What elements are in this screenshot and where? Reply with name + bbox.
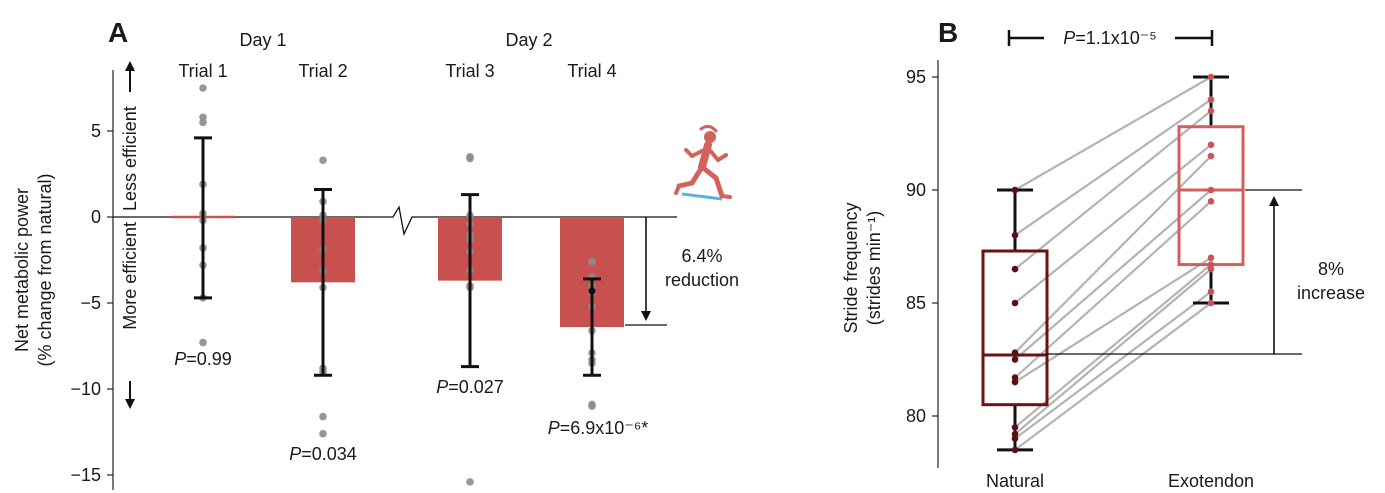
exotendon-point bbox=[1207, 186, 1215, 194]
panel-a-y-tick-label: 0 bbox=[91, 207, 101, 227]
data-point bbox=[466, 478, 474, 486]
paired-line bbox=[1014, 302, 1212, 451]
exotendon-point bbox=[1207, 152, 1215, 160]
exotendon-point bbox=[1207, 265, 1215, 273]
data-point bbox=[199, 118, 207, 127]
data-point bbox=[199, 338, 207, 347]
panel-a-y-tick-label: 5 bbox=[91, 121, 101, 141]
natural-point bbox=[1011, 231, 1019, 239]
exotendon-point bbox=[1207, 254, 1215, 262]
paired-line bbox=[1014, 98, 1212, 237]
natural-point bbox=[1011, 446, 1019, 454]
exotendon-point bbox=[1207, 141, 1215, 149]
p-value-label: P=0.99 bbox=[174, 349, 232, 369]
mean-point bbox=[588, 287, 596, 295]
runner-treadmill-band bbox=[681, 192, 723, 201]
panel-a-letter: A bbox=[108, 17, 128, 48]
panel-a-bars bbox=[171, 215, 624, 328]
natural-point bbox=[1011, 430, 1019, 438]
natural-point bbox=[1011, 424, 1019, 431]
panel-b-y-label-units: (strides min⁻¹) bbox=[864, 211, 884, 326]
paired-line bbox=[1014, 268, 1212, 435]
natural-point bbox=[1011, 186, 1019, 194]
runner-on-treadmill-icon bbox=[674, 124, 732, 201]
p-value-label: P=6.9x10⁻⁶* bbox=[548, 418, 649, 438]
panel-b: B P=1.1x10⁻⁵ 80 85 90 95 Stride frequency (… bbox=[841, 17, 1365, 491]
exotendon-point bbox=[1207, 73, 1215, 81]
panel-a-y-tick-label: −10 bbox=[70, 379, 101, 399]
p-value-label: P=0.027 bbox=[436, 377, 504, 397]
panel-b-y-tick-label: 85 bbox=[906, 293, 926, 313]
panel-a-y-ticks: 5 0 −5 −10 −15 bbox=[70, 121, 113, 485]
natural-point bbox=[1011, 374, 1019, 381]
increase-text: increase bbox=[1297, 283, 1365, 303]
panel-a-y-tick-label: −5 bbox=[80, 293, 101, 313]
panel-a-y-label-units: (% change from natural) bbox=[35, 173, 55, 366]
panel-a-y-tick-label: −15 bbox=[70, 465, 101, 485]
panel-b-y-tick-label: 95 bbox=[906, 67, 926, 87]
data-point bbox=[319, 412, 327, 421]
exotendon-point bbox=[1207, 261, 1215, 268]
natural-point bbox=[1011, 299, 1019, 307]
data-point bbox=[319, 429, 327, 438]
panel-b-y-tick-label: 90 bbox=[906, 180, 926, 200]
more-efficient-label: More efficient bbox=[120, 222, 140, 330]
data-point bbox=[466, 154, 474, 163]
reduction-text: reduction bbox=[665, 270, 739, 290]
exotendon-point bbox=[1207, 107, 1215, 115]
data-point bbox=[588, 257, 596, 266]
trial-label: Trial 1 bbox=[178, 61, 227, 81]
panel-b-y-label: Stride frequency bbox=[841, 202, 861, 333]
trial-label: Trial 4 bbox=[567, 61, 616, 81]
exotendon-point bbox=[1207, 299, 1215, 307]
condition-label: Natural bbox=[986, 471, 1044, 491]
panel-a-p-values: P=0.99 P=0.034 P=0.027 P=6.9x10⁻⁶* bbox=[174, 349, 648, 464]
less-efficient-label: Less efficient bbox=[120, 106, 140, 211]
exotendon-point bbox=[1207, 288, 1215, 296]
trial-label: Trial 2 bbox=[298, 61, 347, 81]
natural-point bbox=[1011, 378, 1019, 386]
condition-label: Exotendon bbox=[1168, 471, 1254, 491]
panel-b-letter: B bbox=[938, 17, 958, 48]
paired-line bbox=[1014, 76, 1212, 191]
panel-b-y-tick-label: 80 bbox=[906, 406, 926, 426]
panel-b-p-value: P=1.1x10⁻⁵ bbox=[1063, 28, 1157, 48]
trial-label: Trial 3 bbox=[445, 61, 494, 81]
box bbox=[981, 249, 1049, 407]
paired-line bbox=[1014, 256, 1212, 384]
paired-line bbox=[1014, 290, 1212, 440]
natural-point bbox=[1011, 265, 1019, 273]
data-point bbox=[588, 402, 596, 411]
natural-point bbox=[1011, 349, 1019, 357]
paired-line bbox=[1014, 155, 1212, 354]
data-point bbox=[199, 84, 207, 92]
panel-b-y-ticks: 80 85 90 95 bbox=[906, 67, 938, 426]
day2-label: Day 2 bbox=[505, 30, 552, 50]
panel-a-y-label: Net metabolic power bbox=[12, 188, 32, 352]
reduction-value: 6.4% bbox=[681, 246, 722, 266]
increase-value: 8% bbox=[1318, 259, 1344, 279]
panel-a-points bbox=[199, 84, 596, 486]
data-point bbox=[319, 156, 327, 165]
exotendon-point bbox=[1207, 198, 1215, 205]
panel-b-points bbox=[1011, 73, 1215, 454]
day1-label: Day 1 bbox=[239, 30, 286, 50]
panel-a-category-labels: Trial 1 Trial 2 Trial 3 Trial 4 bbox=[178, 61, 616, 81]
panel-b-category-labels: Natural Exotendon bbox=[986, 471, 1254, 491]
exotendon-point bbox=[1207, 96, 1215, 103]
panel-a-error-bars bbox=[194, 136, 601, 377]
p-value-label: P=0.034 bbox=[289, 444, 357, 464]
natural-point bbox=[1011, 435, 1019, 442]
natural-point bbox=[1011, 356, 1019, 363]
panel-a: A Day 1 Day 2 Trial 1 Trial 2 Trial 3 Trial… bbox=[12, 17, 739, 490]
